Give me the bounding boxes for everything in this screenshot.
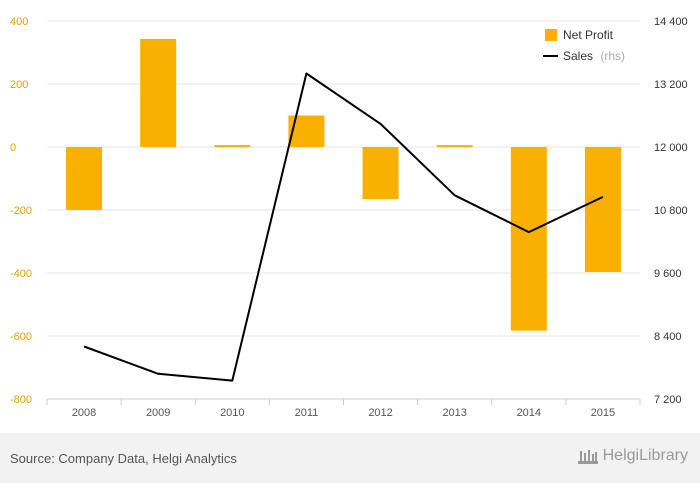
bar-net-profit — [140, 38, 177, 147]
left-tick-label: 400 — [10, 16, 28, 28]
left-tick-label: -200 — [10, 205, 32, 217]
right-tick-label: 12 000 — [654, 142, 688, 154]
bar-net-profit — [214, 145, 251, 148]
source-note: Source: Company Data, Helgi Analytics — [10, 451, 237, 466]
x-tick-label: 2015 — [591, 407, 615, 419]
x-tick-label: 2011 — [295, 407, 319, 419]
left-tick-label: 200 — [10, 79, 28, 91]
legend-label-sales: Sales (rhs) — [563, 49, 625, 63]
right-tick-label: 8 400 — [654, 331, 682, 343]
left-axis-ticks: 400 200 0 -200 -400 -600 -800 — [10, 16, 32, 406]
net-profit-bars — [66, 38, 621, 331]
x-tick-label: 2014 — [517, 407, 541, 419]
bar-net-profit — [436, 145, 473, 148]
x-tick-label: 2008 — [72, 407, 96, 419]
x-tick-label: 2010 — [220, 407, 244, 419]
right-axis-ticks: 14 400 13 200 12 000 10 800 9 600 8 400 7 200 — [654, 16, 688, 406]
legend-label-net-profit: Net Profit — [563, 28, 614, 42]
footer: Source: Company Data, Helgi Analytics He… — [0, 433, 700, 483]
left-tick-label: 0 — [10, 142, 16, 154]
sales-line — [83, 72, 604, 382]
combo-chart: 400 200 0 -200 -400 -600 -800 14 400 13 200 12 0… — [10, 16, 688, 419]
x-tick-label: 2012 — [368, 407, 392, 419]
bar-net-profit — [288, 115, 325, 147]
left-tick-label: -600 — [10, 331, 32, 343]
bar-net-profit — [510, 147, 547, 331]
legend-label-sales-name: Sales — [563, 49, 593, 63]
x-axis: 2008 2009 2010 2011 2012 2013 2014 2015 — [46, 398, 641, 419]
x-tick-label: 2013 — [442, 407, 466, 419]
bar-net-profit — [584, 147, 621, 273]
bar-net-profit — [66, 147, 103, 210]
right-tick-label: 10 800 — [654, 205, 688, 217]
legend-swatch-net-profit — [545, 29, 557, 41]
left-tick-label: -800 — [10, 394, 32, 406]
grid-lines — [47, 20, 640, 400]
right-tick-label: 9 600 — [654, 268, 682, 280]
bar-net-profit — [362, 147, 399, 199]
x-tick-label: 2009 — [146, 407, 170, 419]
library-icon — [577, 450, 598, 464]
right-tick-label: 7 200 — [654, 394, 682, 406]
left-tick-label: -400 — [10, 268, 32, 280]
right-tick-label: 13 200 — [654, 79, 688, 91]
right-tick-label: 14 400 — [654, 16, 688, 28]
legend: Net Profit Sales (rhs) — [543, 28, 625, 63]
legend-label-sales-suffix: (rhs) — [600, 49, 625, 63]
sales-line-series — [83, 72, 604, 382]
brand-logo: HelgiLibrary — [577, 447, 688, 465]
brand-name: HelgiLibrary — [602, 447, 688, 464]
